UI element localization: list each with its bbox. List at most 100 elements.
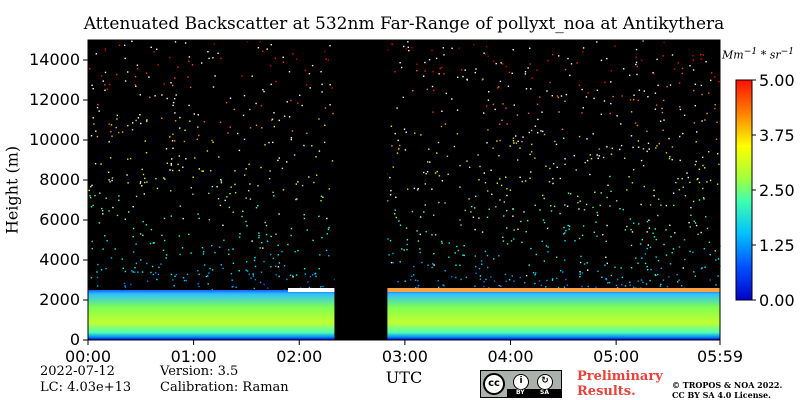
- noise-point: [656, 145, 658, 147]
- noise-point: [573, 155, 575, 157]
- noise-point: [135, 243, 137, 245]
- y-axis-ticks: 0 2000 4000 6000 8000 10000 12000 14000: [29, 50, 88, 349]
- noise-point: [462, 254, 464, 256]
- noise-point: [222, 267, 224, 270]
- noise-point: [227, 132, 229, 134]
- y-tick-label: 12000: [29, 90, 80, 109]
- noise-point: [198, 134, 200, 137]
- noise-point: [428, 59, 431, 61]
- noise-point: [633, 98, 635, 101]
- noise-point: [188, 60, 190, 62]
- noise-point: [654, 273, 656, 276]
- noise-point: [305, 84, 308, 86]
- noise-point: [709, 279, 711, 281]
- noise-point: [238, 270, 240, 272]
- noise-point: [708, 151, 710, 153]
- noise-point: [513, 238, 515, 240]
- noise-point: [560, 95, 563, 97]
- copyright-line-1: © TROPOS & NOA 2022.: [672, 380, 783, 390]
- noise-point: [303, 217, 306, 220]
- noise-point: [556, 277, 558, 279]
- noise-point: [419, 233, 421, 236]
- noise-point: [606, 196, 608, 199]
- badge-by-label: BY: [516, 389, 525, 396]
- noise-point: [288, 71, 291, 73]
- noise-point: [246, 41, 248, 43]
- noise-point: [104, 49, 107, 52]
- noise-point: [265, 233, 268, 236]
- noise-point: [451, 47, 453, 49]
- share-alike-icon: ↻: [537, 374, 553, 390]
- noise-point: [170, 273, 173, 276]
- noise-point: [124, 218, 126, 220]
- noise-point: [425, 231, 427, 233]
- noise-point: [270, 44, 272, 46]
- noise-point: [144, 177, 146, 180]
- noise-point: [308, 73, 311, 75]
- noise-point: [531, 77, 534, 79]
- noise-point: [506, 227, 508, 229]
- noise-point: [109, 181, 111, 183]
- noise-point: [232, 262, 235, 264]
- noise-point: [254, 265, 257, 268]
- noise-point: [242, 114, 245, 117]
- noise-point: [197, 270, 199, 272]
- noise-point: [389, 194, 392, 196]
- colorbar-ticks: 0.00 1.25 2.50 3.75 5.00: [752, 71, 795, 310]
- noise-point: [417, 284, 420, 287]
- noise-point: [311, 274, 314, 276]
- noise-point: [652, 232, 654, 234]
- noise-point: [632, 146, 634, 149]
- noise-point: [320, 286, 322, 288]
- noise-point: [254, 256, 256, 259]
- noise-point: [404, 280, 406, 282]
- noise-point: [312, 239, 314, 242]
- noise-point: [102, 213, 104, 215]
- noise-point: [145, 224, 148, 226]
- noise-point: [109, 83, 111, 86]
- noise-point: [217, 52, 219, 54]
- noise-point: [209, 267, 211, 270]
- noise-point: [170, 164, 173, 166]
- noise-point: [600, 59, 603, 62]
- noise-point: [219, 121, 222, 123]
- noise-point: [630, 111, 633, 113]
- noise-point: [552, 177, 554, 180]
- noise-point: [196, 138, 198, 140]
- noise-point: [563, 226, 565, 229]
- noise-point: [396, 152, 399, 154]
- noise-point: [163, 217, 166, 220]
- noise-point: [678, 279, 680, 281]
- noise-point: [672, 192, 675, 194]
- noise-point: [394, 213, 396, 215]
- noise-point: [504, 273, 507, 276]
- noise-point: [324, 124, 326, 126]
- noise-point: [463, 254, 465, 257]
- noise-point: [710, 79, 712, 82]
- noise-point: [460, 69, 463, 71]
- noise-point: [124, 286, 127, 288]
- noise-point: [182, 166, 184, 168]
- noise-point: [676, 273, 678, 276]
- cc-badge-labels: BY SA: [507, 389, 561, 397]
- noise-point: [164, 178, 166, 180]
- noise-point: [484, 182, 487, 184]
- noise-point: [273, 195, 275, 197]
- noise-point: [277, 244, 279, 246]
- noise-point: [552, 53, 554, 56]
- noise-point: [440, 240, 443, 243]
- preliminary-line-2: Results.: [577, 384, 636, 399]
- noise-point: [652, 72, 655, 75]
- noise-point: [245, 197, 247, 199]
- noise-point: [551, 278, 554, 280]
- noise-point: [704, 167, 706, 169]
- noise-point: [173, 285, 175, 287]
- noise-point: [506, 194, 508, 197]
- noise-point: [496, 140, 498, 142]
- noise-point: [488, 208, 490, 210]
- noise-point: [102, 248, 104, 250]
- noise-point: [715, 138, 718, 140]
- noise-point: [492, 103, 494, 106]
- preliminary-line-1: Preliminary: [577, 369, 663, 384]
